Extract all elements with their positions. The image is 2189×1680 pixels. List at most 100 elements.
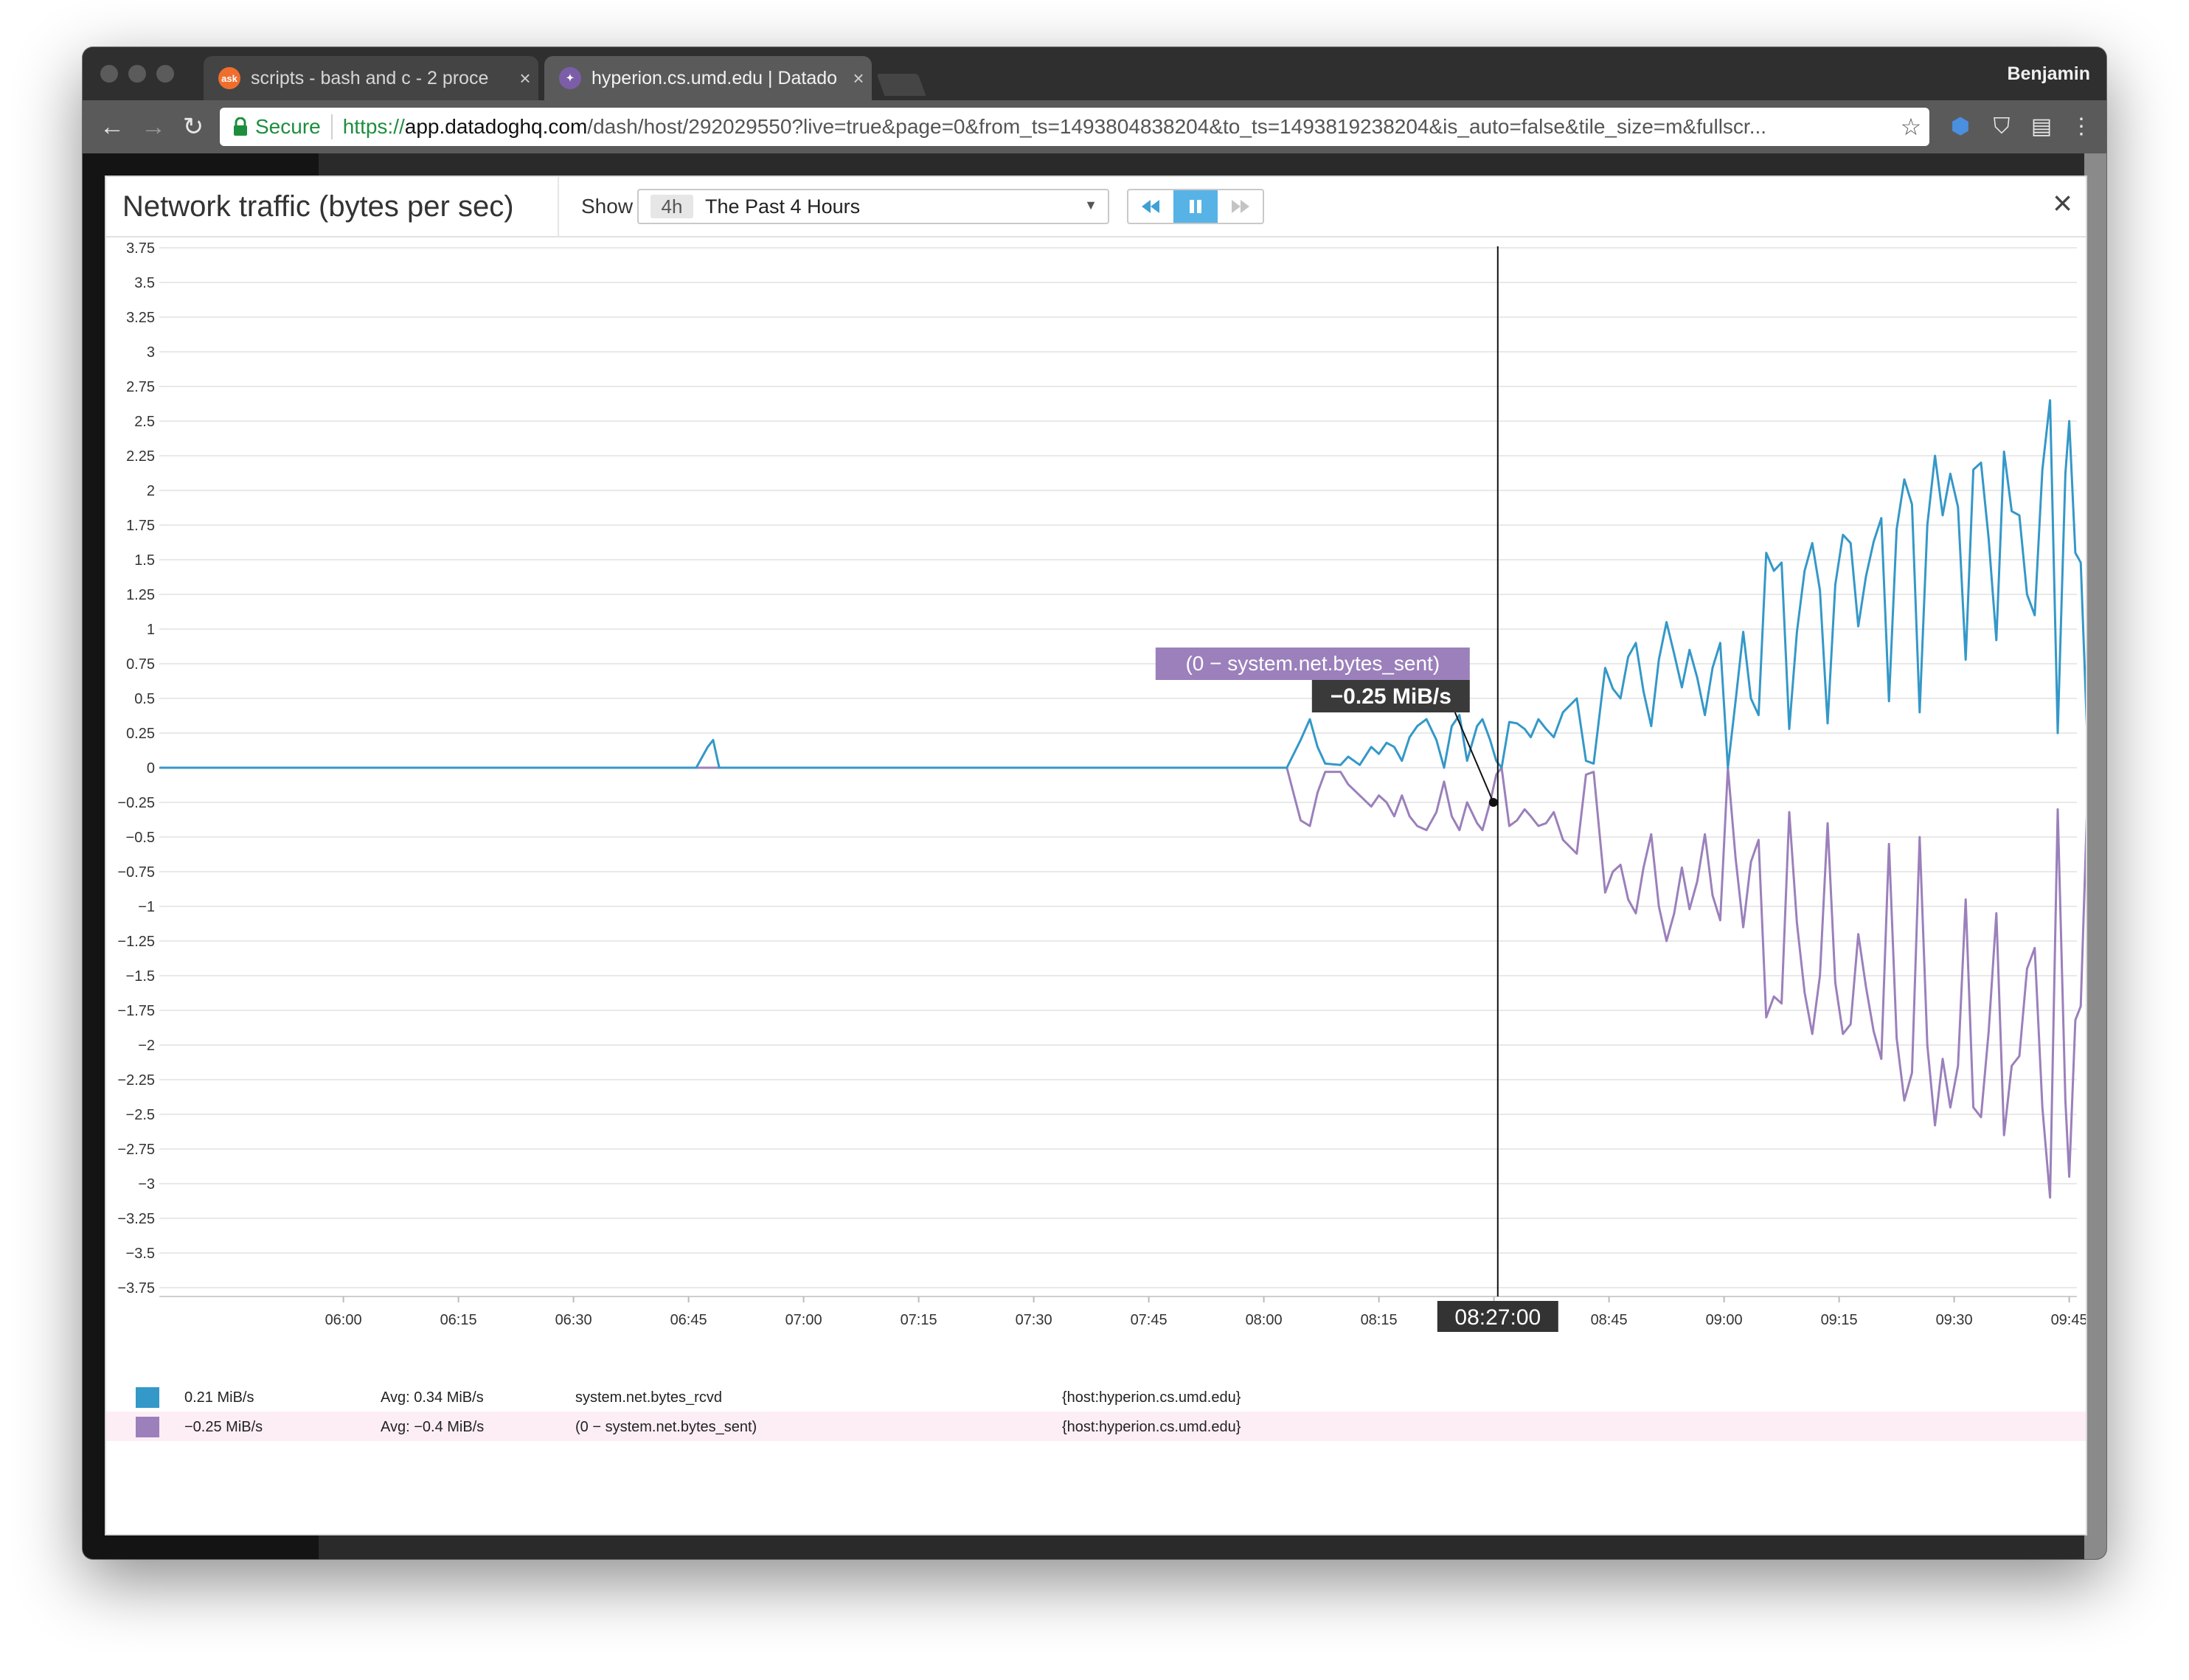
- y-tick-label: −1.75: [117, 1003, 155, 1019]
- tab-datadog[interactable]: ✦ hyperion.cs.umd.edu | Datado ×: [544, 56, 872, 100]
- y-tick-label: 0.25: [126, 726, 155, 742]
- tooltip-value-bg: [1311, 680, 1470, 712]
- x-tick-label: 09:00: [1706, 1312, 1743, 1328]
- new-tab-button[interactable]: [876, 74, 926, 96]
- y-tick-label: 2.5: [134, 414, 155, 430]
- y-tick-label: 3: [147, 344, 155, 361]
- tab-title: hyperion.cs.umd.edu | Datado: [592, 67, 838, 88]
- back-arrow-icon[interactable]: ←: [100, 113, 125, 141]
- timeframe-abbr: 4h: [651, 195, 693, 218]
- y-tick-label: −1.5: [126, 968, 155, 985]
- y-tick-label: 1.5: [134, 552, 155, 569]
- x-tick-label: 08:15: [1361, 1312, 1398, 1328]
- x-tick-label: 08:00: [1246, 1312, 1283, 1328]
- askubuntu-favicon-icon: ask: [218, 67, 240, 89]
- x-tick-label: 07:45: [1131, 1312, 1168, 1328]
- tooltip-value-label: −0.25 MiB/s: [1331, 684, 1451, 709]
- address-bar[interactable]: Secure https:// app.datadoghq.com /dash/…: [220, 108, 1929, 146]
- legend-avg-value: Avg: −0.4 MiB/s: [381, 1419, 485, 1435]
- y-tick-label: 3.75: [126, 240, 155, 257]
- y-tick-label: −1: [138, 899, 155, 915]
- fast-forward-button[interactable]: [1218, 190, 1263, 223]
- legend-swatch: [136, 1387, 159, 1408]
- y-tick-label: 0.75: [126, 656, 155, 673]
- y-tick-label: 2: [147, 483, 155, 499]
- tab-scripts[interactable]: ask scripts - bash and c - 2 proce ×: [204, 56, 538, 100]
- tooltip-series-bg: [1155, 648, 1470, 680]
- y-tick-label: −2.75: [117, 1142, 155, 1158]
- forward-arrow-icon[interactable]: →: [141, 113, 166, 141]
- series-line-bytes-rcvd: [159, 399, 2086, 769]
- timeframe-value: The Past 4 Hours: [705, 195, 861, 218]
- y-tick-label: 0.5: [134, 691, 155, 707]
- graph-fullscreen-modal: Network traffic (bytes per sec) Show 4h …: [106, 177, 2086, 1534]
- x-tick-label: 07:15: [901, 1312, 937, 1328]
- legend-swatch: [136, 1417, 159, 1437]
- y-tick-label: 0: [147, 760, 155, 777]
- network-traffic-chart[interactable]: 3.75 3.5 3.25 3 2.75 2.5 2.25 2 1.75 1.5 1.25 1 0.75…: [106, 239, 2086, 1379]
- extension-fox-icon[interactable]: ⛉: [1993, 114, 2011, 139]
- y-tick-label: 1: [147, 622, 155, 638]
- legend-current-value: 0.21 MiB/s: [184, 1389, 254, 1406]
- legend-host: {host:hyperion.cs.umd.edu}: [1062, 1419, 1241, 1435]
- series-line-bytes-sent: [159, 766, 2086, 1199]
- maximize-window-button[interactable]: [156, 65, 174, 83]
- y-tick-label: 1.25: [126, 587, 155, 603]
- bookmark-star-icon[interactable]: ☆: [1900, 114, 1922, 140]
- legend-metric: system.net.bytes_rcvd: [575, 1389, 722, 1406]
- y-tick-label: −0.75: [117, 864, 155, 881]
- rewind-button[interactable]: [1128, 190, 1173, 223]
- timeframe-select[interactable]: 4h The Past 4 Hours ▼: [637, 189, 1109, 224]
- y-tick-label: 2.25: [126, 448, 155, 465]
- fast-forward-icon: [1231, 200, 1249, 213]
- show-label: Show: [581, 195, 634, 218]
- hover-time-bg: [1437, 1301, 1558, 1332]
- playback-controls: [1127, 189, 1264, 224]
- y-tick-label: −2.5: [126, 1107, 155, 1123]
- browser-window: ask scripts - bash and c - 2 proce × ✦ h…: [83, 47, 2106, 1559]
- minimize-window-button[interactable]: [128, 65, 146, 83]
- extension-page-icon[interactable]: ▤: [2030, 114, 2053, 139]
- x-tick-label: 06:15: [440, 1312, 477, 1328]
- tab-close-icon[interactable]: ×: [519, 66, 531, 89]
- lock-icon: [233, 117, 248, 136]
- legend-row-rcvd[interactable]: 0.21 MiB/s Avg: 0.34 MiB/s system.net.by…: [106, 1382, 2086, 1412]
- tooltip-pointer: [1454, 712, 1494, 803]
- y-tick-label: −3.5: [126, 1246, 155, 1262]
- extension-shield-icon[interactable]: ⬢: [1950, 114, 1971, 139]
- y-tick-label: −2.25: [117, 1072, 155, 1089]
- pause-icon: [1190, 200, 1201, 213]
- chevron-down-icon: ▼: [1084, 198, 1097, 212]
- x-tick-label: 07:00: [785, 1312, 822, 1328]
- rewind-icon: [1142, 200, 1160, 213]
- page-content: Network traffic (bytes per sec) Show 4h …: [83, 153, 2106, 1559]
- x-tick-label: 09:30: [1936, 1312, 1973, 1328]
- datadog-favicon-icon: ✦: [559, 67, 581, 89]
- x-tick-label: 09:15: [1821, 1312, 1858, 1328]
- profile-name[interactable]: Benjamin: [2007, 63, 2090, 84]
- x-tick-label: 09:45: [2051, 1312, 2086, 1328]
- url-domain: app.datadoghq.com: [404, 115, 588, 138]
- y-tick-label: 3.5: [134, 275, 155, 291]
- legend-current-value: −0.25 MiB/s: [184, 1419, 263, 1435]
- tab-bar: ask scripts - bash and c - 2 proce × ✦ h…: [83, 47, 2106, 100]
- reload-icon[interactable]: ↻: [182, 113, 204, 141]
- x-tick-label: 06:30: [555, 1312, 592, 1328]
- y-tick-label: −3: [138, 1176, 155, 1193]
- tab-close-icon[interactable]: ×: [853, 66, 864, 89]
- pause-button[interactable]: [1173, 190, 1218, 223]
- chrome-menu-icon[interactable]: ⋮: [2070, 114, 2092, 139]
- hover-time-label: 08:27:00: [1454, 1305, 1541, 1330]
- close-modal-button[interactable]: ×: [2053, 184, 2072, 222]
- y-tick-label: −0.5: [126, 830, 155, 846]
- y-tick-label: 3.25: [126, 310, 155, 326]
- graph-title: Network traffic (bytes per sec): [122, 190, 514, 223]
- legend-row-sent[interactable]: −0.25 MiB/s Avg: −0.4 MiB/s (0 − system.…: [106, 1412, 2086, 1441]
- tab-title: scripts - bash and c - 2 proce: [251, 67, 489, 88]
- y-tick-label: −2: [138, 1038, 155, 1054]
- tooltip-series-label: (0 − system.net.bytes_sent): [1185, 652, 1440, 675]
- legend-avg-value: Avg: 0.34 MiB/s: [381, 1389, 484, 1406]
- x-tick-label: 07:30: [1016, 1312, 1052, 1328]
- close-window-button[interactable]: [100, 65, 118, 83]
- modal-header: Network traffic (bytes per sec) Show 4h …: [106, 177, 2086, 237]
